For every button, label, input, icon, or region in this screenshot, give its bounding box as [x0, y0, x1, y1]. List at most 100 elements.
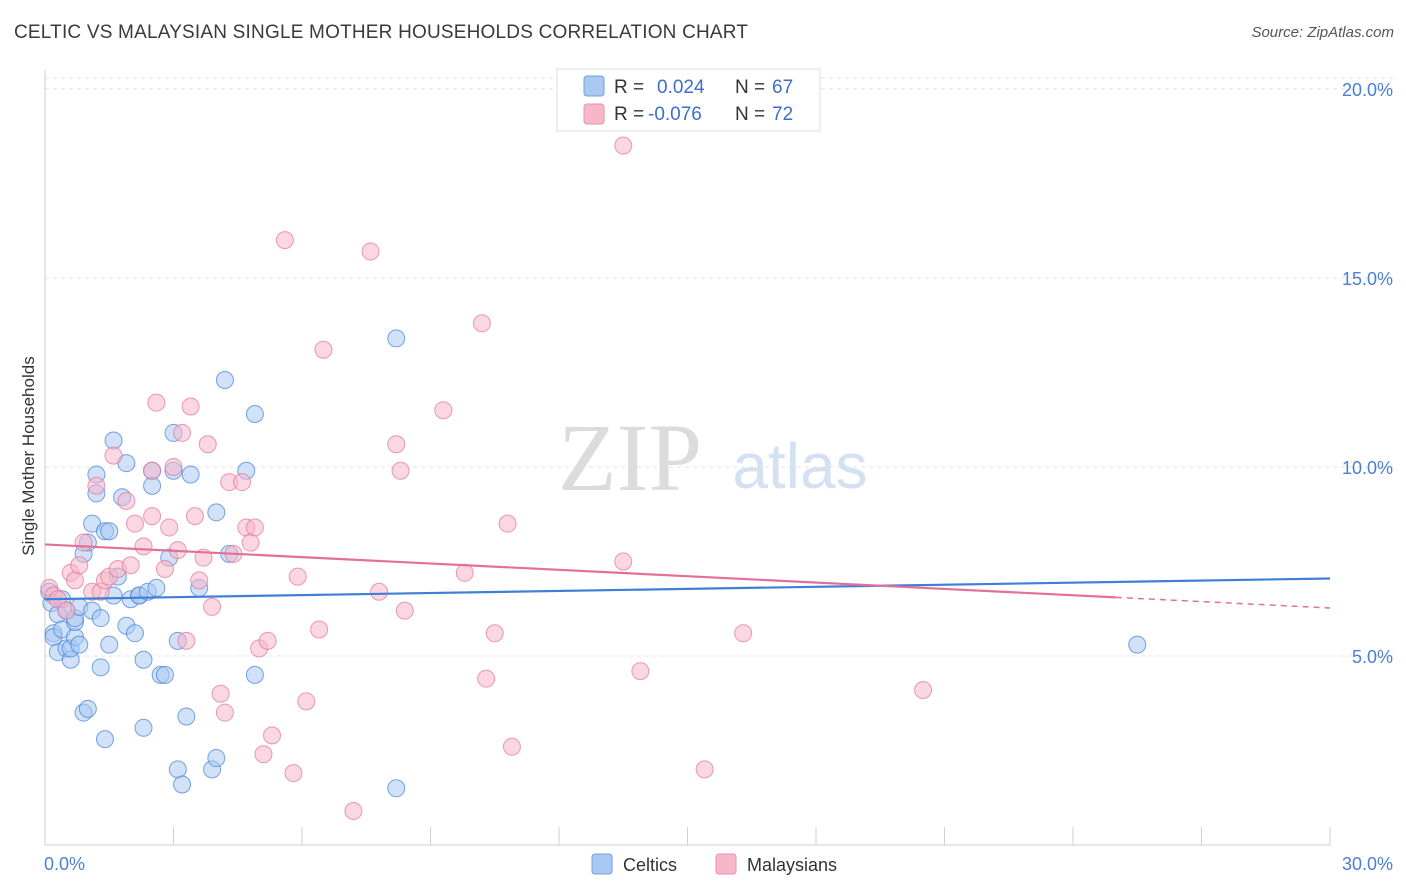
- malaysians-point: [631, 662, 650, 681]
- malaysians-point: [434, 401, 453, 420]
- celtics-point: [168, 760, 187, 779]
- malaysians-point: [314, 340, 333, 359]
- malaysians-point: [614, 552, 633, 571]
- watermark: ZIP atlas: [558, 404, 868, 511]
- malaysians-point: [87, 476, 106, 495]
- celtics-point: [387, 329, 406, 348]
- malaysians-point: [57, 601, 76, 620]
- stats-swatch-malaysians: [583, 103, 605, 125]
- malaysians-point: [173, 423, 192, 442]
- malaysians-point: [288, 567, 307, 586]
- celtics-point: [245, 405, 264, 424]
- malaysians-point: [241, 533, 260, 552]
- x-tick-label-min: 0.0%: [44, 854, 85, 874]
- malaysians-point: [472, 314, 491, 333]
- celtics-point: [100, 635, 119, 654]
- malaysians-point: [211, 684, 230, 703]
- series-malaysians-points: [40, 136, 933, 820]
- celtics-point: [104, 431, 123, 450]
- malaysians-point: [155, 560, 174, 579]
- malaysians-point: [143, 461, 162, 480]
- chart-title: CELTIC VS MALAYSIAN SINGLE MOTHER HOUSEH…: [14, 22, 749, 43]
- malaysians-point: [190, 571, 209, 590]
- stats-r-malaysians: -0.076: [648, 104, 702, 125]
- malaysians-point: [734, 624, 753, 643]
- malaysians-point: [65, 571, 84, 590]
- celtics-point: [1128, 635, 1147, 654]
- celtics-point: [181, 465, 200, 484]
- celtics-point: [173, 775, 192, 794]
- y-tick-labels: 5.0% 10.0% 15.0% 20.0%: [1342, 80, 1393, 667]
- celtics-point: [100, 522, 119, 541]
- malaysians-point: [275, 231, 294, 250]
- malaysians-point: [297, 692, 316, 711]
- celtics-trend-line: [44, 577, 1331, 601]
- stats-r-label-celtics: R =: [614, 77, 644, 98]
- malaysians-point: [502, 737, 521, 756]
- legend-label-celtics: Celtics: [623, 855, 677, 875]
- malaysians-point: [104, 446, 123, 465]
- malaysians-point: [160, 518, 179, 537]
- stats-n-celtics: 67: [772, 77, 793, 98]
- malaysians-point: [125, 514, 144, 533]
- y-tick-label-3: 20.0%: [1342, 80, 1393, 100]
- legend-swatch-celtics: [591, 853, 613, 875]
- celtics-point: [134, 650, 153, 669]
- malaysians-point: [391, 461, 410, 480]
- malaysians-point: [215, 703, 234, 722]
- y-tick-label-1: 10.0%: [1342, 458, 1393, 478]
- celtics-point: [155, 665, 174, 684]
- malaysians-trend-line: [44, 543, 1116, 599]
- malaysians-point: [477, 669, 496, 688]
- stats-n-label-malaysians: N =: [735, 104, 765, 125]
- stats-r-celtics: 0.024: [657, 77, 705, 98]
- malaysians-point: [70, 556, 89, 575]
- trend-lines: [44, 543, 1331, 609]
- malaysians-point: [361, 242, 380, 261]
- celtics-point: [177, 707, 196, 726]
- celtics-point: [134, 718, 153, 737]
- malaysians-point: [117, 491, 136, 510]
- y-tick-label-0: 5.0%: [1352, 647, 1393, 667]
- malaysians-point: [74, 533, 93, 552]
- malaysians-point: [181, 397, 200, 416]
- source-note: Source: ZipAtlas.com: [1251, 24, 1394, 41]
- stats-n-malaysians: 72: [772, 104, 793, 125]
- malaysians-point: [370, 582, 389, 601]
- stats-n-label-celtics: N =: [735, 77, 765, 98]
- stats-swatch-celtics: [583, 75, 605, 97]
- celtics-point: [207, 503, 226, 522]
- legend-swatch-malaysians: [715, 853, 737, 875]
- legend: Celtics Malaysians: [591, 853, 837, 875]
- y-tick-label-2: 15.0%: [1342, 269, 1393, 289]
- celtics-point: [70, 635, 89, 654]
- celtics-point: [215, 371, 234, 389]
- malaysians-point: [147, 393, 166, 412]
- axes: [44, 70, 1331, 846]
- malaysians-point: [263, 726, 282, 745]
- celtics-point: [147, 578, 166, 597]
- celtics-point: [91, 658, 110, 677]
- legend-label-malaysians: Malaysians: [747, 855, 837, 875]
- stats-r-label-malaysians: R =: [614, 104, 644, 125]
- y-axis-label: Single Mother Households: [19, 356, 38, 555]
- celtics-point: [143, 476, 162, 495]
- watermark-atlas: atlas: [732, 430, 867, 502]
- malaysians-point: [914, 681, 933, 699]
- malaysians-point: [143, 507, 162, 526]
- malaysians-point: [121, 556, 140, 575]
- malaysians-point: [185, 507, 204, 526]
- celtics-point: [78, 699, 97, 718]
- malaysians-point: [198, 435, 217, 454]
- malaysians-point: [203, 597, 222, 616]
- malaysians-point: [455, 563, 474, 582]
- malaysians-point: [395, 601, 414, 620]
- malaysians-point: [134, 537, 153, 556]
- malaysians-trend-line-extension: [1115, 596, 1331, 609]
- malaysians-point: [164, 457, 183, 476]
- malaysians-point: [387, 435, 406, 454]
- watermark-zip: ZIP: [558, 404, 702, 511]
- celtics-point: [207, 749, 226, 768]
- malaysians-point: [254, 745, 273, 764]
